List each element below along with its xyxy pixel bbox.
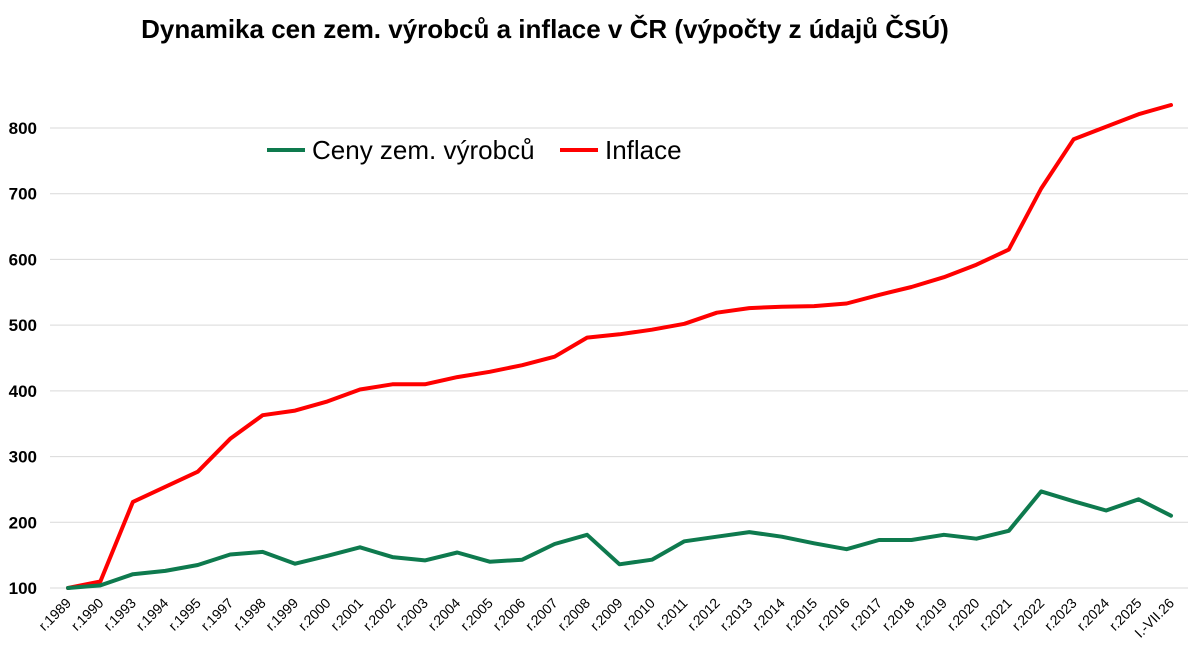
- legend-label: Inflace: [605, 135, 682, 165]
- y-tick-label: 400: [9, 382, 37, 401]
- x-tick-label: r.2005: [457, 595, 496, 634]
- x-tick-label: r.1993: [100, 595, 139, 634]
- legend: Ceny zem. výrobců Inflace: [267, 135, 682, 165]
- x-tick-label: r.2018: [879, 595, 918, 634]
- x-tick-label: r.2010: [619, 595, 658, 634]
- x-tick-label: r.1994: [133, 595, 172, 634]
- y-axis-ticks: 100 200 300 400 500 600 700 800: [9, 119, 37, 598]
- x-tick-label: r.1995: [165, 595, 204, 634]
- x-tick-label: r.2002: [360, 595, 399, 634]
- x-tick-label: r.2001: [327, 595, 366, 634]
- x-tick-label: r.2019: [911, 595, 950, 634]
- y-tick-label: 300: [9, 448, 37, 467]
- x-tick-label: r.2003: [392, 595, 431, 634]
- y-tick-label: 700: [9, 185, 37, 204]
- x-tick-label: r.2021: [976, 595, 1015, 634]
- x-tick-label: r.2020: [944, 595, 983, 634]
- series-line-inflace: [66, 103, 1173, 590]
- x-tick-label: r.2004: [425, 595, 464, 634]
- x-tick-label: r.1999: [262, 595, 301, 634]
- x-tick-label: r.2014: [749, 595, 788, 634]
- x-tick-label: r.2000: [295, 595, 334, 634]
- y-tick-label: 100: [9, 579, 37, 598]
- x-tick-label: r.2013: [717, 595, 756, 634]
- x-tick-label: r.2024: [1073, 595, 1112, 634]
- x-tick-label: r.1998: [230, 595, 269, 634]
- y-tick-label: 600: [9, 250, 37, 269]
- x-tick-label: r.2023: [1041, 595, 1080, 634]
- series-lines: [66, 103, 1173, 590]
- x-tick-label: r.1990: [68, 595, 107, 634]
- x-tick-label: r.2015: [781, 595, 820, 634]
- legend-label: Ceny zem. výrobců: [312, 135, 535, 165]
- x-tick-label: r.2007: [522, 595, 561, 634]
- x-tick-label: r.2006: [489, 595, 528, 634]
- gridlines: [50, 127, 1188, 589]
- y-tick-label: 800: [9, 119, 37, 138]
- x-tick-label: r.2022: [1009, 595, 1048, 634]
- x-tick-label: r.2008: [554, 595, 593, 634]
- x-axis-ticks: r.1989r.1990r.1993r.1994r.1995r.1997r.19…: [35, 595, 1177, 641]
- chart-title: Dynamika cen zem. výrobců a inflace v ČR…: [141, 14, 949, 44]
- x-tick-label: r.2011: [652, 595, 690, 633]
- y-tick-label: 500: [9, 316, 37, 335]
- x-tick-label: r.2012: [684, 595, 723, 634]
- y-tick-label: 200: [9, 513, 37, 532]
- series-line-ceny: [66, 489, 1173, 590]
- x-tick-label: r.1989: [35, 595, 74, 634]
- x-tick-label: r.2016: [814, 595, 853, 634]
- x-tick-label: r.1997: [197, 595, 236, 634]
- x-tick-label: r.2017: [846, 595, 885, 634]
- x-tick-label: r.2009: [587, 595, 626, 634]
